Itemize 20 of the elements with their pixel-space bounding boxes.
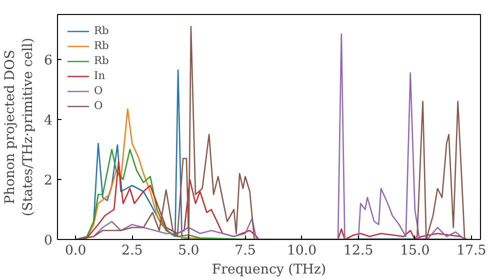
- x-tick-label: 15.0: [400, 244, 430, 258]
- legend-label: Rb: [94, 24, 110, 37]
- x-tick-label: 7.5: [234, 244, 256, 258]
- y-tick-label: 6: [44, 54, 53, 68]
- legend-label: In: [94, 69, 106, 82]
- x-tick-label: 17.5: [456, 244, 486, 258]
- y-axis-title: Phonon projected DOS (States/THz·primitive cell): [3, 38, 36, 216]
- x-tick-label: 2.5: [122, 244, 143, 258]
- y-tick-label: 0: [44, 234, 53, 248]
- x-tick-label: 10.0: [286, 244, 317, 258]
- x-tick-label: 0.0: [65, 244, 86, 258]
- legend-label: O: [94, 84, 104, 97]
- legend-label: O: [94, 99, 104, 112]
- y-tick-label: 4: [44, 114, 53, 128]
- x-tick-label: 5.0: [178, 244, 200, 258]
- legend-label: Rb: [94, 54, 110, 67]
- x-tick-label: 12.5: [344, 244, 374, 258]
- legend-label: Rb: [94, 39, 110, 52]
- y-tick-label: 2: [44, 174, 53, 188]
- x-axis-title: Frequency (THz): [212, 262, 326, 278]
